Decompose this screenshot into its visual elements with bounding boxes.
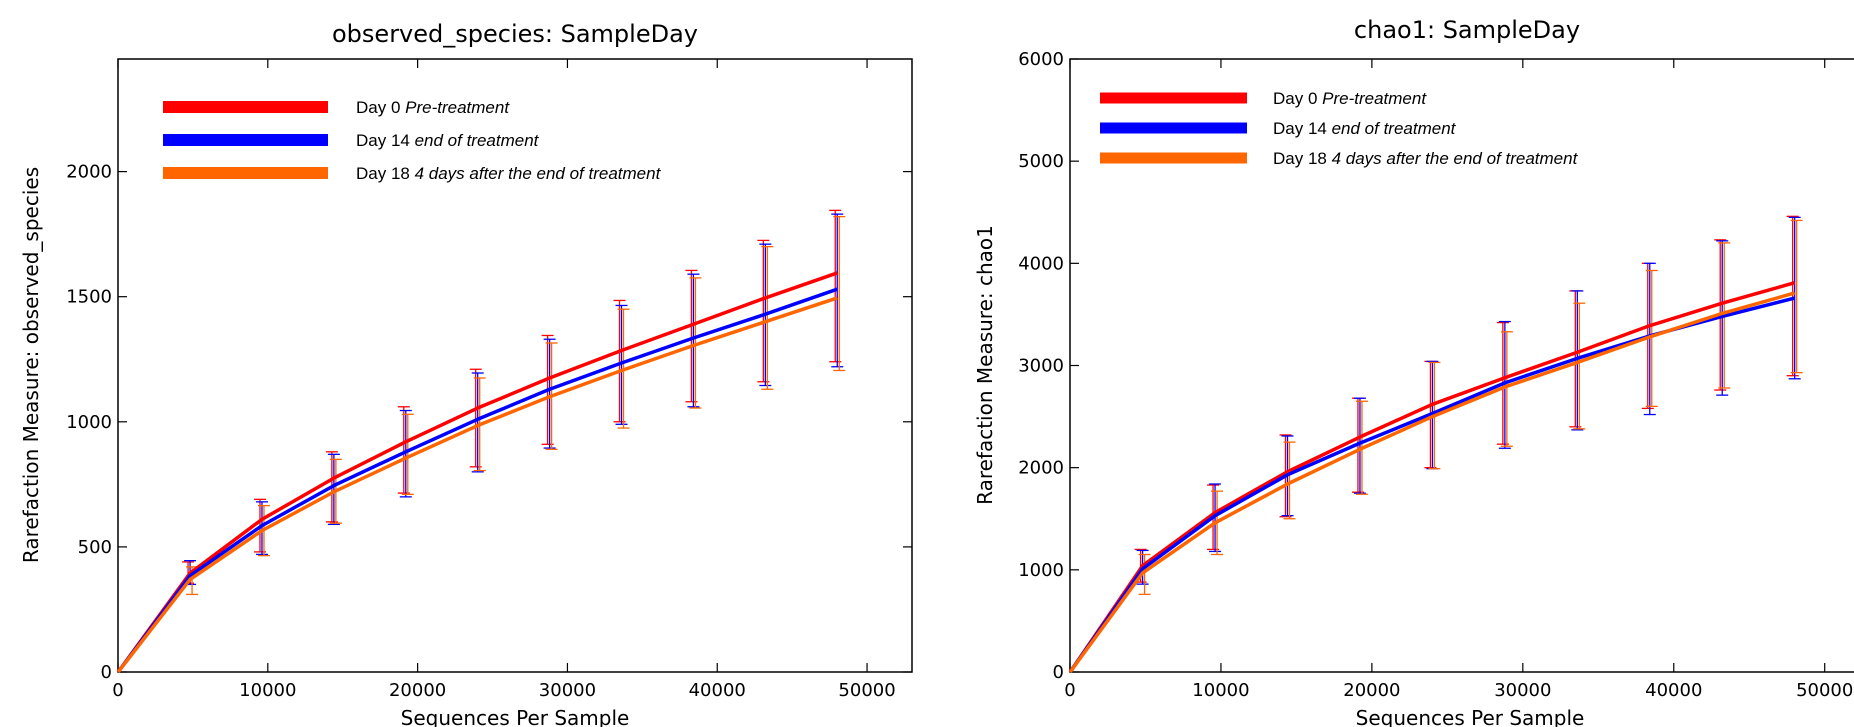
legend-series-note: end of treatment	[415, 131, 540, 150]
series-line	[116, 296, 838, 674]
y-tick-label: 1500	[66, 287, 112, 308]
series-line	[1068, 281, 1796, 673]
x-tick-label: 10000	[239, 680, 296, 701]
y-tick-label: 1000	[1018, 560, 1064, 581]
y-tick-label: 0	[1053, 662, 1064, 683]
plot-frame	[117, 58, 913, 673]
x-tick-label: 0	[1064, 680, 1075, 701]
chart-2: chao1: SampleDay 0 1000 2000 3000 4000 5000 600…	[973, 16, 1854, 727]
legend-series-note: Pre-treatment	[1322, 89, 1427, 108]
legend-label: Day 18 4 days after the end of treatment	[1273, 149, 1579, 168]
legend-series-name: Day 14	[356, 131, 415, 150]
y-tick-label: 6000	[1018, 49, 1064, 70]
x-tick-label: 10000	[1192, 680, 1249, 701]
x-tick-label: 50000	[1796, 680, 1853, 701]
y-tick-label: 500	[78, 537, 112, 558]
x-tick-label: 20000	[389, 680, 446, 701]
y-axis-label: Rarefaction Measure: observed_species	[19, 167, 43, 563]
legend-series-note: Pre-treatment	[405, 98, 510, 117]
y-tick-label: 1000	[66, 412, 112, 433]
x-tick-label: 40000	[1645, 680, 1702, 701]
y-tick-label: 0	[101, 662, 112, 683]
legend-series-note: end of treatment	[1332, 119, 1457, 138]
series-line	[1068, 296, 1796, 674]
y-tick-label: 2000	[66, 162, 112, 183]
legend-series-name: Day 18	[1273, 149, 1332, 168]
x-tick-label: 30000	[539, 680, 596, 701]
y-axis-label: Rarefaction Measure: chao1	[973, 225, 997, 505]
x-axis-label: Sequences Per Sample	[401, 706, 630, 727]
x-tick-label: 30000	[1494, 680, 1551, 701]
legend-label: Day 0 Pre-treatment	[356, 98, 510, 117]
chart-title: observed_species: SampleDay	[332, 20, 698, 48]
x-tick-label: 0	[112, 680, 123, 701]
y-tick-label: 3000	[1018, 356, 1064, 377]
legend-series-name: Day 0	[356, 98, 405, 117]
legend-series-note: 4 days after the end of treatment	[415, 164, 662, 183]
legend: Day 0 Pre-treatment Day 14 end of treatme…	[1100, 89, 1579, 168]
legend-label: Day 14 end of treatment	[1273, 119, 1457, 138]
legend-series-name: Day 0	[1273, 89, 1322, 108]
legend-label: Day 14 end of treatment	[356, 131, 540, 150]
chart-1: observed_species: SampleDay 0 500 1000 1500 2…	[19, 20, 913, 727]
series-line	[1068, 291, 1796, 674]
legend-label: Day 0 Pre-treatment	[1273, 89, 1427, 108]
legend-series-name: Day 18	[356, 164, 415, 183]
x-tick-label: 20000	[1343, 680, 1400, 701]
legend: Day 0 Pre-treatment Day 14 end of treatme…	[163, 98, 662, 183]
x-tick-label: 40000	[689, 680, 746, 701]
y-tick-label: 4000	[1018, 253, 1064, 274]
x-tick-label: 50000	[838, 680, 895, 701]
legend-series-name: Day 14	[1273, 119, 1332, 138]
series-line	[116, 287, 838, 674]
series-line	[116, 271, 838, 674]
legend-label: Day 18 4 days after the end of treatment	[356, 164, 662, 183]
y-tick-label: 5000	[1018, 151, 1064, 172]
y-tick-label: 2000	[1018, 458, 1064, 479]
legend-series-note: 4 days after the end of treatment	[1332, 149, 1579, 168]
chart-title: chao1: SampleDay	[1354, 16, 1580, 44]
x-axis-label: Sequences Per Sample	[1356, 706, 1585, 727]
